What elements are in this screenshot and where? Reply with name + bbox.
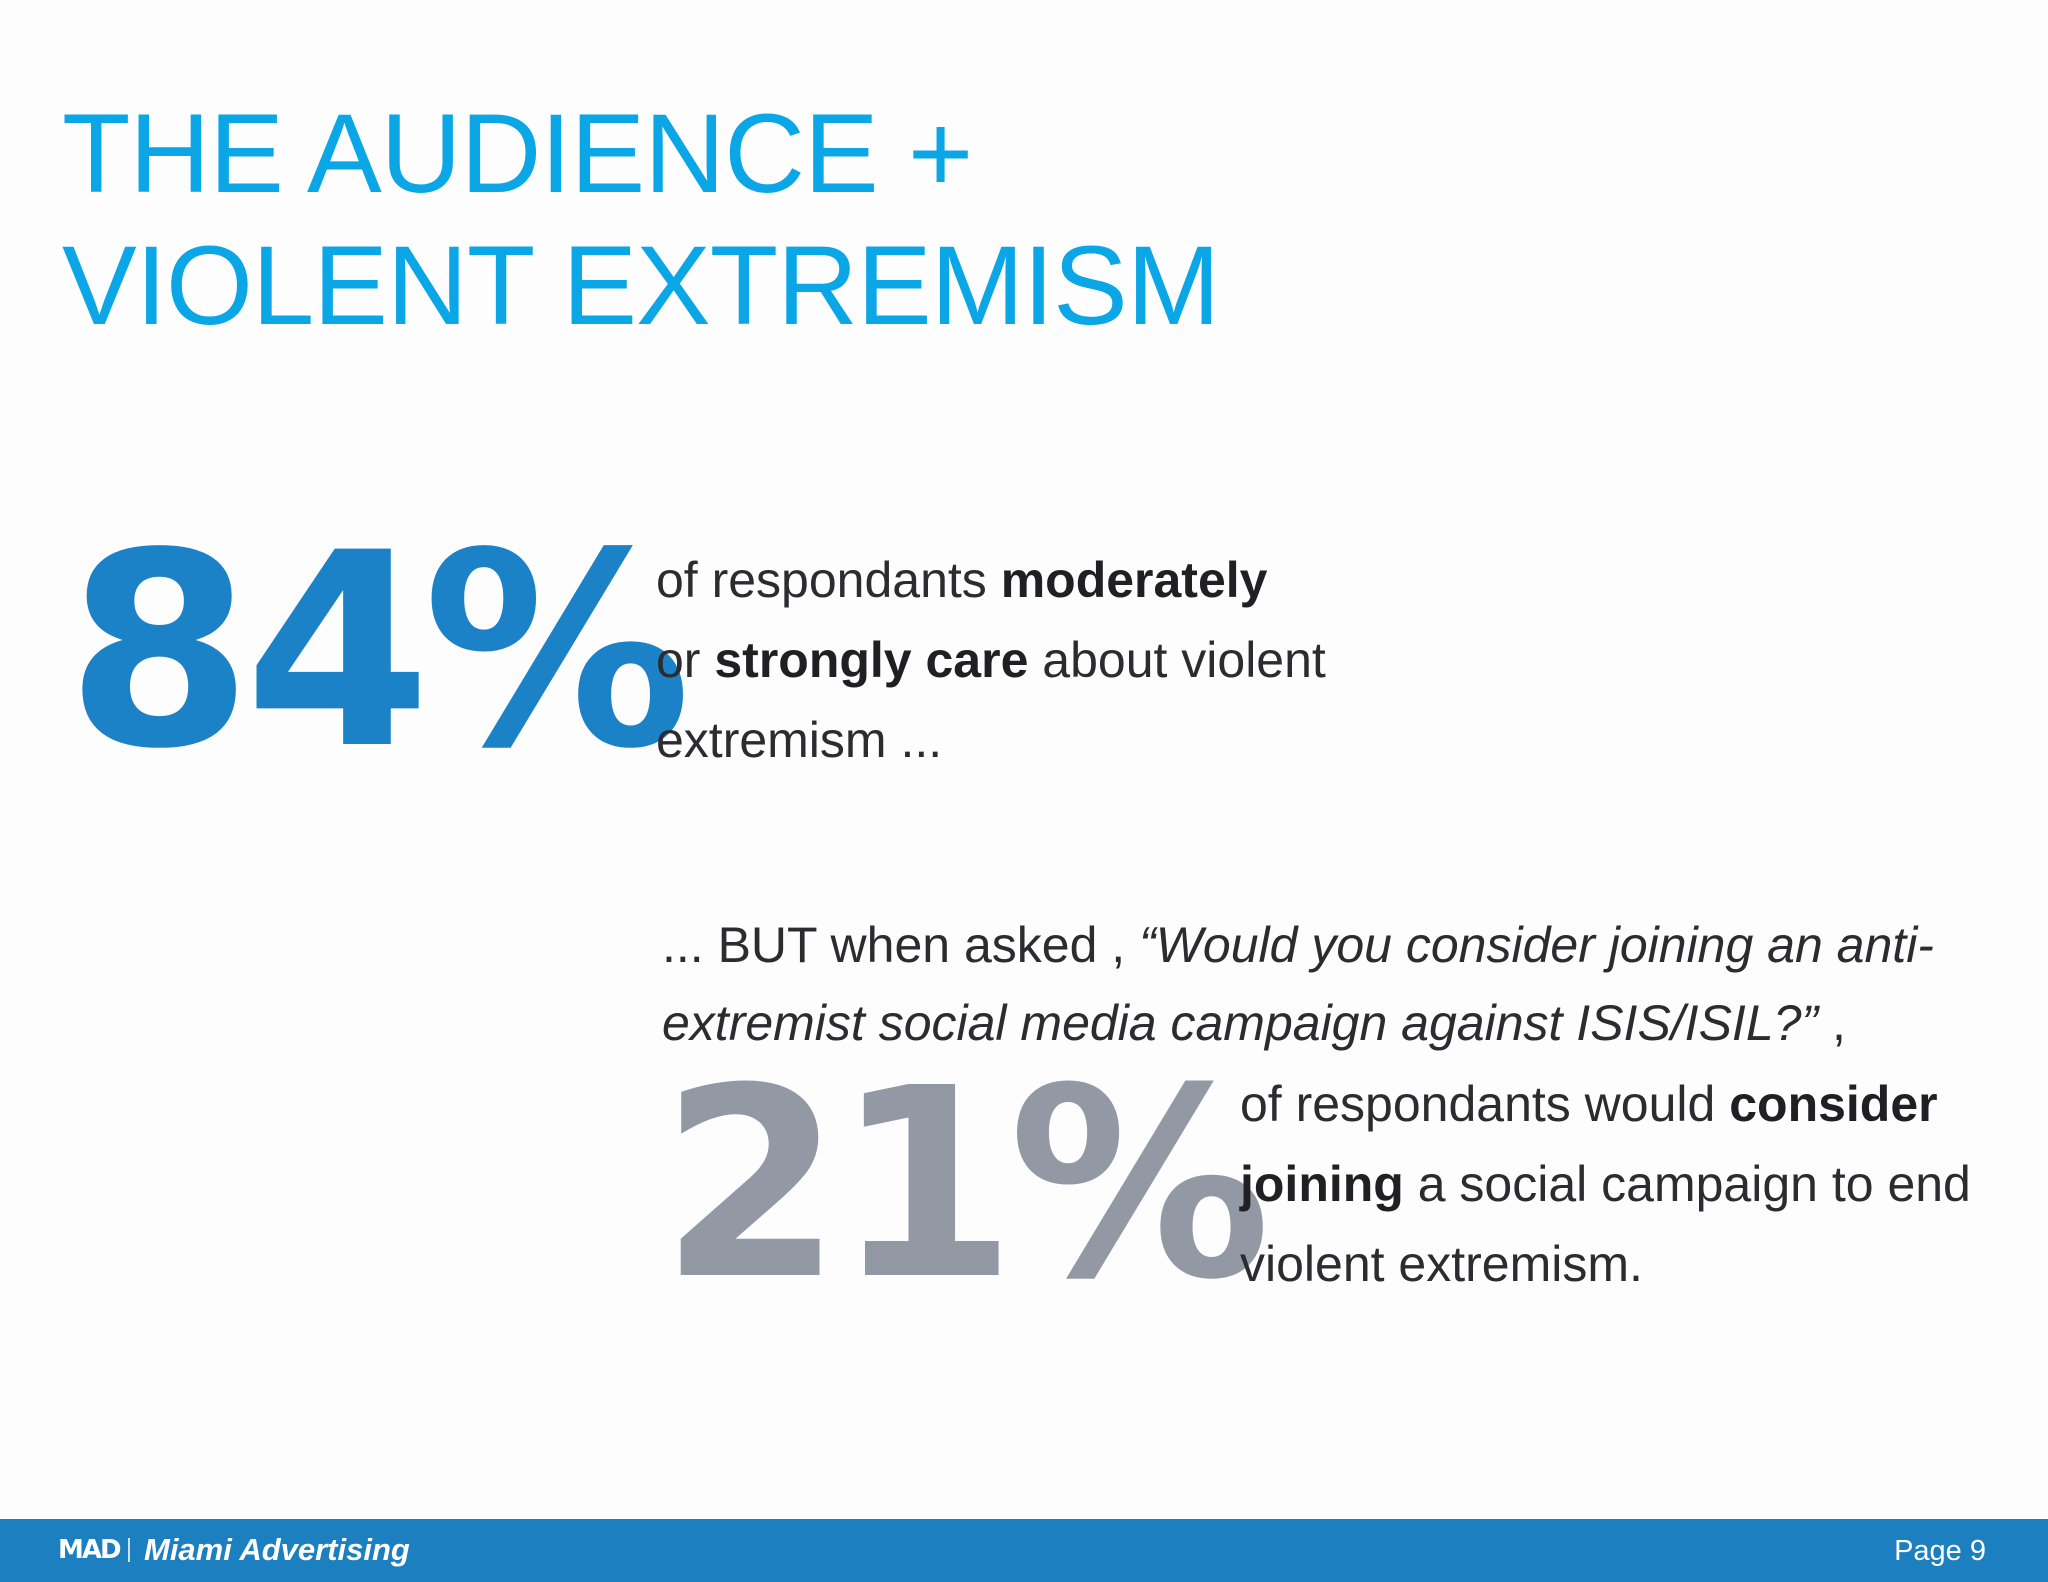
stat-1-bold-moderately: moderately (1000, 552, 1268, 608)
title-line-2: VIOLENT EXTREMISM (62, 223, 1220, 348)
stat-1-text-part-1: of respondants (656, 552, 1001, 608)
footer-divider (128, 1538, 130, 1562)
question-quote: “Would you consider joining an anti-extr… (662, 917, 1934, 1051)
stat-84-percent: 84% (66, 496, 691, 808)
stat-2-text-part-2: a social campaign to end violent extremi… (1240, 1156, 1971, 1292)
mad-logo: MAD (58, 1535, 122, 1565)
stat-1-text-part-3: about violent extremism ... (656, 632, 1326, 768)
stat-1-bold-strongly-care: strongly care (714, 632, 1029, 688)
question-lead: ... BUT when asked , (662, 917, 1140, 973)
stat-84-description: of respondants moderately or strongly car… (656, 540, 1376, 780)
stat-2-text-part-1: of respondants would (1240, 1076, 1730, 1132)
footer-bar: MAD Miami Advertising Page 9 (0, 1519, 2048, 1582)
question-tail: , (1818, 995, 1846, 1051)
stat-21-description: of respondants would consider joining a … (1240, 1064, 2040, 1304)
stat-21-percent: 21% (660, 1032, 1271, 1337)
slide-title: THE AUDIENCE + VIOLENT EXTREMISM (62, 88, 1220, 352)
footer-company-name: Miami Advertising (144, 1532, 410, 1567)
page-number: Page 9 (1894, 1535, 1986, 1567)
stat-1-text-part-2: or (656, 632, 715, 688)
title-line-1: THE AUDIENCE + (62, 91, 973, 216)
stat-2-bold-consider-joining: consider joining (1240, 1076, 1938, 1212)
survey-question: ... BUT when asked , “Would you consider… (662, 906, 1992, 1062)
